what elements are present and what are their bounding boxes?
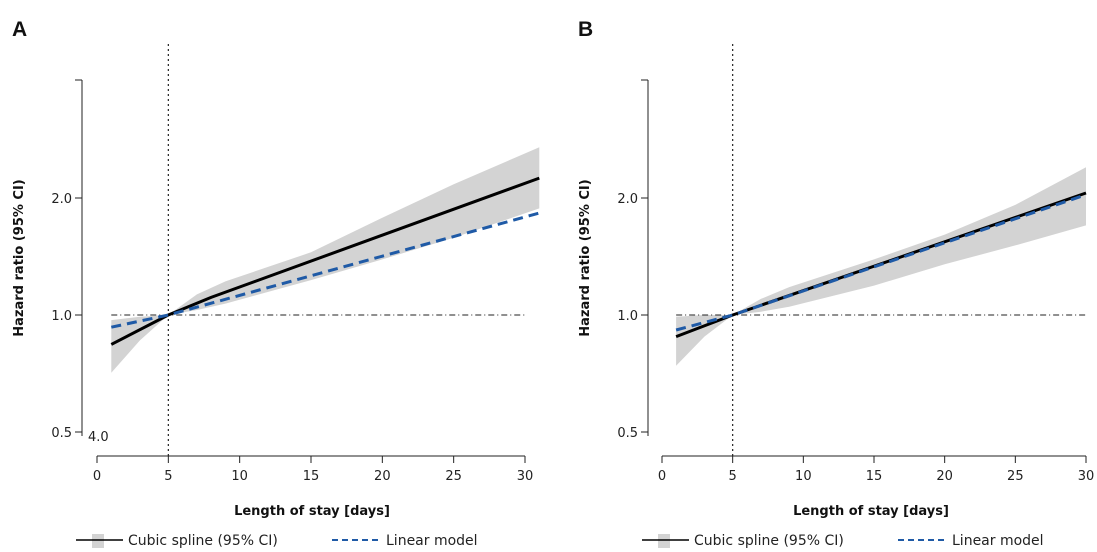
x-tick-label: 25 — [445, 469, 462, 484]
legend-a: Cubic spline (95% CI) Linear model — [76, 533, 478, 549]
series-linear-model — [675, 193, 1087, 332]
panel-label: A — [12, 18, 27, 41]
x-tick-label: 10 — [795, 469, 812, 484]
legend-a-band-swatch — [92, 534, 104, 548]
x-tick-label: 0 — [658, 469, 666, 484]
legend-b-linear-label: Linear model — [952, 533, 1044, 549]
x-tick-label: 30 — [1078, 469, 1095, 484]
y-axis-title: Hazard ratio (95% CI) — [12, 179, 27, 336]
x-tick-label: 20 — [374, 469, 391, 484]
plot-annotation: 4.0 — [88, 430, 109, 445]
y-tick-label: 0.5 — [51, 426, 72, 441]
legend-b-spline-label: Cubic spline (95% CI) — [694, 533, 844, 549]
y-tick-label: 1.0 — [51, 309, 72, 324]
confidence-band — [111, 147, 540, 373]
y-axis-title: Hazard ratio (95% CI) — [578, 179, 593, 336]
series-linear-model — [110, 211, 540, 329]
x-tick-label: 5 — [164, 469, 172, 484]
x-axis-title: Length of stay [days] — [234, 504, 390, 519]
x-tick-label: 15 — [303, 469, 320, 484]
confidence-band — [676, 167, 1086, 366]
x-tick-label: 15 — [866, 469, 883, 484]
y-tick-label: 1.0 — [617, 309, 638, 324]
legend-b-band-swatch — [658, 534, 670, 548]
y-tick-label: 2.0 — [51, 192, 72, 207]
legend-b: Cubic spline (95% CI) Linear model — [642, 533, 1044, 549]
series-cubic-spline — [110, 176, 540, 346]
legend-a-spline-label: Cubic spline (95% CI) — [128, 533, 278, 549]
x-tick-label: 0 — [93, 469, 101, 484]
y-tick-label: 2.0 — [617, 192, 638, 207]
x-tick-label: 25 — [1007, 469, 1024, 484]
panel-label: B — [578, 18, 593, 41]
x-tick-label: 10 — [231, 469, 248, 484]
panel-b: B 0.5 1.0 2.0 0 5 10 15 20 25 30 Length of stay [da… — [578, 18, 1094, 519]
x-axis-title: Length of stay [days] — [793, 504, 949, 519]
panel-a: A 0.5 1.0 2.0 0 5 10 15 20 25 30 Length of stay [da… — [12, 18, 540, 519]
x-tick-label: 30 — [517, 469, 534, 484]
legend-a-linear-label: Linear model — [386, 533, 478, 549]
x-tick-label: 20 — [936, 469, 953, 484]
x-tick-label: 5 — [729, 469, 737, 484]
y-tick-label: 0.5 — [617, 426, 638, 441]
